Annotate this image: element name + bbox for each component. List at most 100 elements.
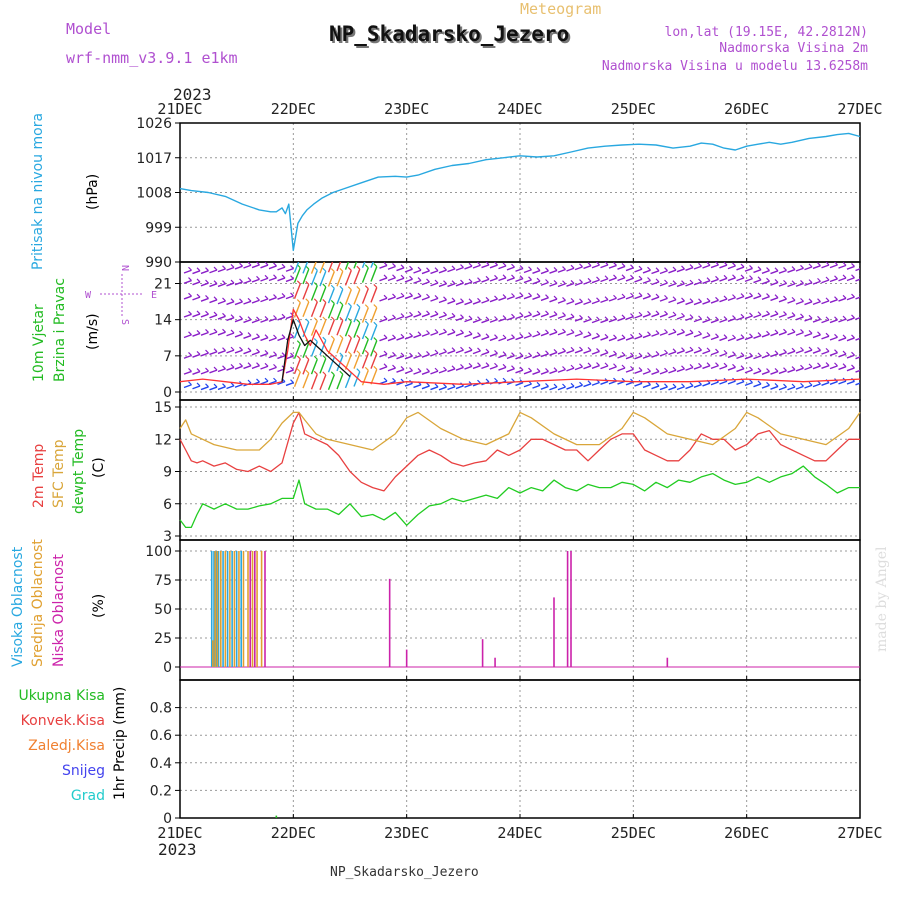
wind-barb-flag: [426, 278, 430, 283]
wind-barb-flag: [587, 362, 592, 367]
wind-barb-flag: [545, 294, 549, 299]
wind-barb: [379, 264, 388, 269]
wind-barb: [668, 282, 677, 288]
wind-barb: [651, 370, 660, 375]
station-title: NP_Skadarsko_Jezero: [329, 22, 569, 46]
wind-barb: [200, 370, 209, 375]
wind-barb: [277, 277, 286, 282]
x-tick-bottom-label: 27DEC: [837, 824, 882, 842]
wind-barb-flag: [264, 350, 269, 354]
wind-barb: [719, 337, 728, 342]
wind-barb: [557, 314, 566, 320]
wind-barb-flag: [791, 266, 796, 270]
wind-barb: [455, 385, 464, 390]
wind-barb: [642, 269, 651, 274]
wind-barb-flag: [749, 366, 753, 371]
wind-barb: [702, 264, 711, 269]
wind-barb: [574, 366, 583, 371]
wind-barb: [209, 369, 218, 374]
wind-barb-flag: [638, 311, 643, 316]
wind-barb-flag: [706, 297, 711, 302]
wind-barb-flag: [313, 266, 318, 271]
wind-barb: [625, 381, 634, 386]
wind-barb: [438, 283, 447, 288]
wind-barb-flag: [536, 310, 541, 315]
wind-barb: [209, 351, 218, 356]
wind-barb: [226, 282, 235, 287]
wind-barb-flag: [494, 262, 498, 266]
wind-barb-flag: [808, 314, 813, 319]
wind-barb: [523, 355, 532, 360]
wind-barb-flag: [196, 293, 201, 298]
wind-barb: [361, 353, 369, 369]
wind-barb-flag: [305, 298, 310, 303]
wind-barb: [353, 268, 361, 285]
wind-barb: [804, 366, 813, 371]
y-tick-label: 0.8: [150, 701, 172, 717]
wind-barb-flag: [330, 300, 335, 304]
wind-barb-flag: [570, 297, 575, 302]
wind-barb-flag: [825, 362, 830, 367]
wind-barb: [651, 281, 660, 286]
wind-barb: [549, 313, 558, 318]
wind-barb: [804, 349, 813, 354]
wind-barb-flag: [774, 368, 779, 372]
wind-barb: [226, 366, 235, 371]
precip-panel: 0 0.2 0.4 0.6 0.8: [150, 679, 861, 827]
wind-barb-flag: [409, 275, 413, 280]
wind-barb-flag: [239, 346, 243, 351]
wind-barb: [344, 262, 350, 270]
wind-barb-flag: [579, 298, 583, 303]
wind-barb: [387, 277, 396, 282]
wind-barb-flag: [519, 352, 524, 357]
wind-barb: [719, 352, 728, 357]
wind-barb: [226, 332, 235, 337]
wind-barb: [260, 298, 269, 303]
wind-speed-line: [179, 308, 861, 385]
wind-barb-flag: [655, 267, 660, 272]
wind-barb-flag: [417, 266, 422, 271]
wind-barb-flag: [757, 352, 762, 357]
wind-barb-flag: [222, 383, 226, 388]
wind-barb-flag: [494, 334, 498, 339]
wind-barb: [642, 313, 651, 318]
y-tick-label: 1008: [136, 186, 172, 202]
wind-barb: [829, 278, 838, 283]
wind-barb-flag: [331, 254, 334, 257]
wind-barb-flag: [460, 298, 464, 303]
wind-barb: [498, 354, 507, 359]
wind-barb: [489, 352, 498, 357]
wind-barb: [761, 295, 770, 300]
wind-barb: [336, 355, 344, 372]
wind-barb: [770, 353, 779, 358]
y-tick-label: 7: [163, 349, 172, 365]
wind-barb-flag: [340, 253, 343, 256]
wind-barb: [770, 297, 779, 302]
wind-barb-flag: [485, 275, 490, 280]
wind-barb: [634, 295, 643, 300]
wind-barb: [549, 386, 558, 391]
wind-barb: [583, 280, 592, 285]
wind-barb-flag: [313, 338, 318, 343]
wind-barb-flag: [519, 333, 524, 338]
wind-barb: [617, 277, 626, 282]
wind-barb: [549, 351, 558, 356]
wind-barb-flag: [356, 350, 361, 355]
wind-barb: [498, 296, 507, 301]
wind-barb-flag: [749, 275, 753, 280]
wind-barb-flag: [347, 302, 352, 307]
x-tick-top-label: 25DEC: [611, 100, 656, 118]
wind-barb: [217, 283, 226, 288]
wind-barb: [310, 262, 317, 274]
wind-barb: [447, 300, 456, 305]
wind-barb-flag: [322, 336, 327, 341]
wind-barb: [481, 319, 490, 324]
wind-barb: [396, 355, 405, 360]
wind-barb-flag: [723, 316, 728, 320]
wind-barb: [506, 368, 515, 373]
wind-barb: [702, 365, 711, 370]
wind-barb: [481, 278, 490, 283]
wind-barb: [327, 319, 335, 336]
wind-barb-flag: [545, 267, 549, 272]
wind-barb: [608, 277, 617, 282]
